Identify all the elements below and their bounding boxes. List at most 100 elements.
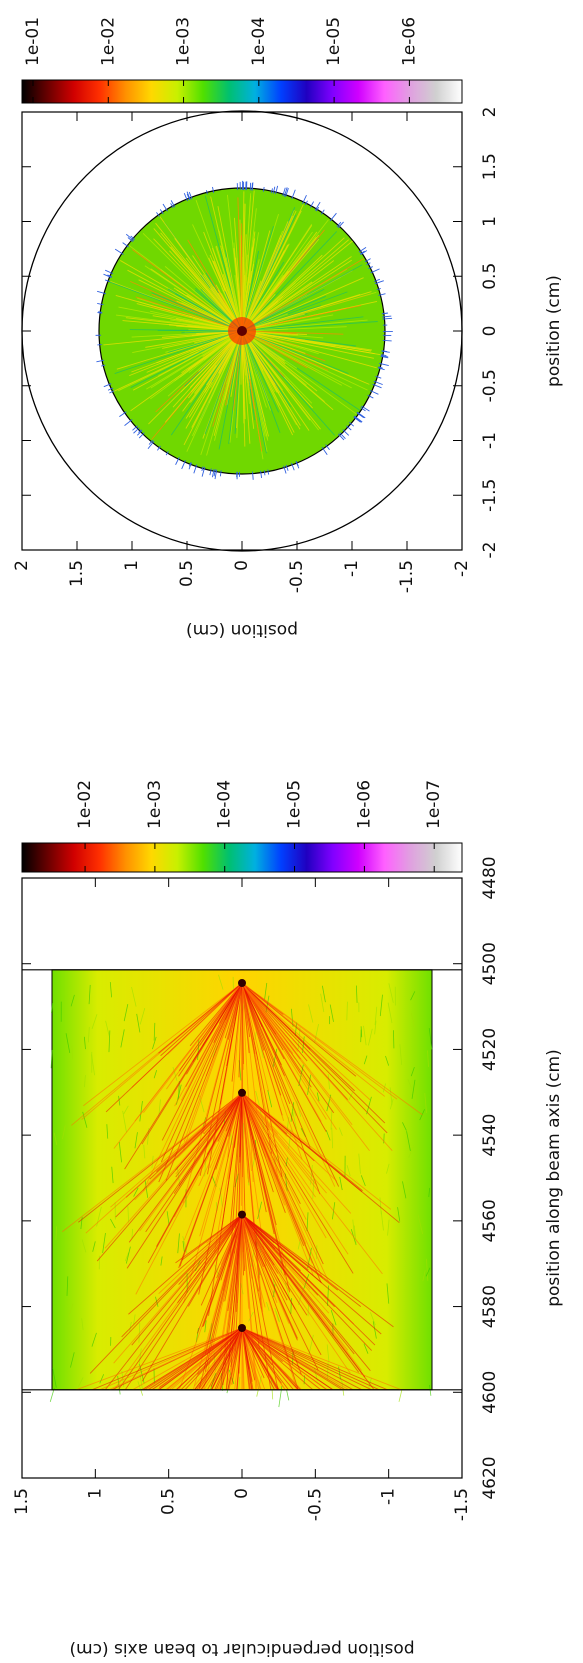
track — [341, 1379, 345, 1396]
edge-track — [380, 355, 389, 358]
track — [148, 1327, 243, 1391]
track — [241, 264, 363, 332]
track — [410, 1066, 415, 1077]
track — [327, 1362, 329, 1380]
track — [241, 330, 281, 433]
edge-track — [337, 221, 344, 229]
track — [241, 1092, 267, 1213]
x-tick-label: 2 — [480, 107, 500, 118]
edge-track — [188, 191, 193, 200]
edge-track — [271, 188, 273, 194]
track — [241, 330, 280, 413]
track — [363, 1055, 368, 1065]
track — [241, 1327, 256, 1381]
track — [136, 1013, 141, 1033]
track — [166, 1211, 170, 1226]
edge-track — [148, 439, 154, 445]
track — [348, 1092, 353, 1101]
track — [241, 1214, 338, 1291]
edge-track — [377, 367, 385, 371]
track — [241, 1092, 253, 1172]
track — [417, 1214, 424, 1235]
track — [241, 330, 381, 356]
track — [241, 1214, 319, 1371]
track — [241, 1214, 264, 1317]
track — [153, 1022, 156, 1041]
track — [422, 1270, 426, 1282]
track — [178, 1092, 243, 1269]
beam-spot — [238, 979, 246, 987]
track — [325, 1129, 331, 1141]
track — [150, 330, 243, 400]
track — [241, 314, 334, 332]
track — [241, 1092, 274, 1193]
track — [191, 330, 243, 428]
track — [128, 1092, 243, 1243]
track — [128, 245, 243, 332]
track — [326, 1344, 330, 1363]
track — [241, 1327, 372, 1391]
track — [408, 1145, 414, 1158]
plot — [22, 969, 462, 1408]
edge-track — [367, 394, 374, 399]
track — [120, 1029, 125, 1048]
track — [206, 330, 243, 456]
edge-track — [157, 445, 161, 451]
track — [241, 1092, 354, 1274]
track — [360, 1175, 366, 1186]
track — [241, 1214, 323, 1284]
edge-track — [127, 237, 134, 242]
track — [135, 296, 243, 332]
track — [204, 1320, 207, 1333]
track — [52, 1367, 57, 1388]
track — [117, 1214, 243, 1391]
track — [241, 330, 342, 386]
track — [241, 1327, 343, 1391]
track — [156, 1092, 243, 1247]
track — [241, 1214, 266, 1308]
track — [241, 295, 327, 332]
track — [241, 982, 388, 1134]
track — [331, 1127, 333, 1149]
track — [241, 1092, 392, 1210]
track — [346, 1165, 351, 1176]
track — [177, 1092, 243, 1159]
track — [241, 1092, 349, 1255]
track — [160, 1256, 163, 1266]
track — [83, 982, 243, 1107]
track — [227, 1327, 243, 1390]
y-tick-label: -1.5 — [397, 560, 417, 593]
track — [241, 330, 313, 404]
track — [290, 1298, 292, 1315]
track — [71, 1045, 73, 1060]
x-axis-label: position along beam axis (cm) — [544, 1049, 564, 1307]
track — [241, 330, 374, 359]
edge-track — [295, 460, 299, 467]
track — [410, 1012, 415, 1028]
edge-track — [205, 190, 208, 195]
track — [146, 330, 243, 373]
track — [241, 321, 378, 332]
track — [123, 1004, 129, 1022]
track — [241, 288, 325, 332]
track — [70, 1352, 75, 1368]
track — [308, 1004, 314, 1023]
colorbar-label: 1e-06 — [399, 17, 419, 66]
track — [108, 1030, 111, 1053]
track — [241, 193, 252, 332]
track — [131, 1228, 133, 1239]
track — [87, 1026, 90, 1043]
track — [406, 1131, 411, 1151]
track — [363, 1025, 367, 1046]
edge-track — [188, 462, 192, 470]
edge-track — [353, 416, 362, 423]
edge-track — [360, 250, 368, 256]
edge-track — [162, 203, 168, 212]
track — [170, 1327, 243, 1391]
track — [105, 1020, 110, 1036]
colorbar-label: 1e-01 — [23, 17, 43, 66]
colorbar — [21, 842, 463, 873]
track — [91, 1332, 97, 1347]
track — [241, 982, 393, 1151]
edge-track — [373, 278, 380, 282]
